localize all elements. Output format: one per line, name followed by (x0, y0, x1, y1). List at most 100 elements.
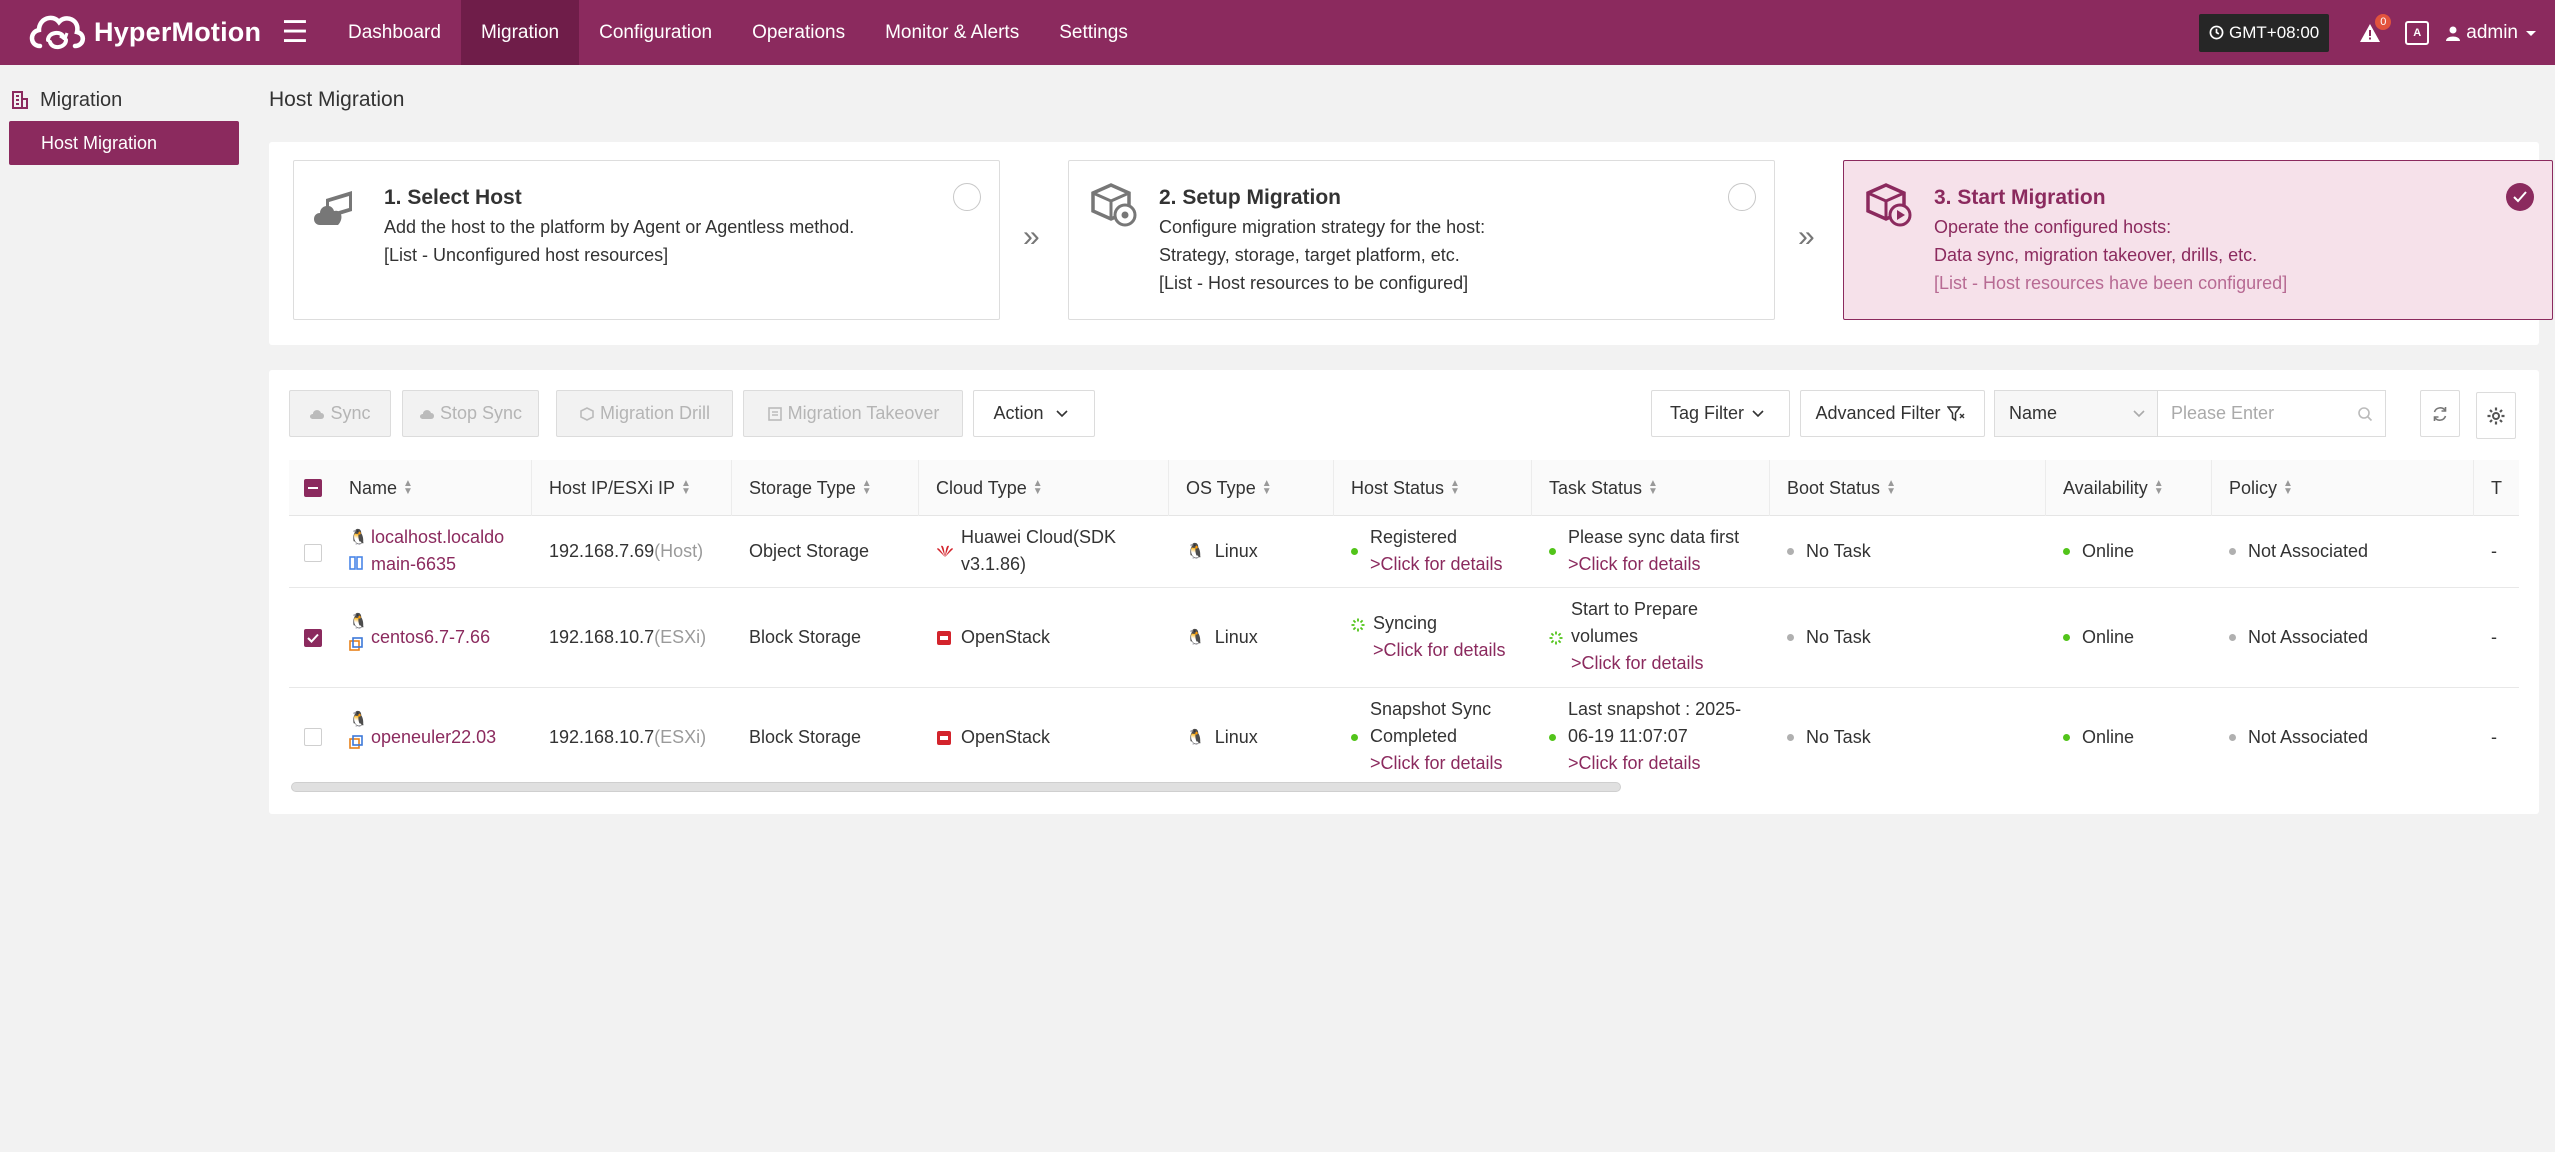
select-all-checkbox[interactable] (304, 479, 322, 497)
timezone-indicator[interactable]: GMT+08:00 (2199, 13, 2330, 52)
column-boot-status-label: Boot Status (1787, 477, 1881, 498)
search-field-select[interactable]: Name (1994, 390, 2158, 437)
boot-status-value: No Task (1806, 727, 1871, 747)
sidebar-group-migration[interactable]: Migration (0, 65, 250, 133)
table-row[interactable]: 🐧 centos6.7-7.66 192.168.10.7 (ESXi) Bloc… (289, 588, 2519, 688)
policy-value: Not Associated (2248, 727, 2369, 747)
column-divider (731, 460, 732, 516)
row-checkbox[interactable] (304, 544, 322, 562)
chevron-double-right-icon: » (1023, 220, 1040, 253)
column-header-os-type[interactable]: OS Type ▲ ▼ (1186, 460, 1272, 516)
brand[interactable]: HyperMotion (0, 0, 270, 65)
horizontal-scrollbar[interactable] (291, 782, 1621, 792)
step-3-list: [List - Host resources have been configu… (1934, 273, 2288, 293)
column-header-availability[interactable]: Availability ▲ ▼ (2063, 460, 2164, 516)
nav-operations[interactable]: Operations (752, 21, 846, 43)
language-icon[interactable]: A (2405, 20, 2430, 45)
sort-icon: ▲ ▼ (2153, 478, 2164, 497)
host-status-cell: Snapshot Sync Completed >Click for details (1351, 696, 1503, 777)
migration-takeover-button[interactable]: Migration Takeover (743, 390, 963, 437)
step-2-title: 2. Setup Migration (1159, 186, 1342, 209)
task-status-details-link[interactable]: >Click for details (1568, 753, 1701, 773)
column-header-policy[interactable]: Policy ▲ ▼ (2229, 460, 2293, 516)
host-ip-kind: (ESXi) (654, 727, 707, 747)
sidebar-item-host-migration[interactable]: Host Migration (9, 121, 239, 165)
step-3-desc: Operate the configured hosts: (1934, 217, 2172, 237)
host-name-cell[interactable]: 🐧 centos6.7-7.66 (349, 612, 490, 659)
refresh-button[interactable] (2420, 390, 2460, 437)
host-name-link-line2[interactable]: main-6635 (371, 554, 457, 574)
boot-status-cell: No Task (1787, 624, 1871, 651)
linux-icon: 🐧 (349, 613, 368, 630)
page-title: Host Migration (269, 88, 405, 111)
table-row[interactable]: 🐧 openeuler22.03 192.168.10.7 (ESXi) Bloc… (289, 688, 2519, 780)
start-box-icon (1866, 183, 1912, 227)
row-checkbox[interactable] (304, 728, 322, 746)
linux-icon: 🐧 (1186, 629, 1205, 646)
sort-icon: ▲ ▼ (403, 478, 413, 497)
column-header-host-ip[interactable]: Host IP/ESXi IP ▲ ▼ (549, 460, 691, 516)
chevron-double-right-icon: » (1798, 220, 1815, 253)
nav-dashboard[interactable]: Dashboard (348, 21, 441, 43)
status-dot (1787, 634, 1794, 641)
nav-settings[interactable]: Settings (1059, 21, 1128, 43)
table-row[interactable]: 🐧 localhost.localdo main-6635 192.168.7.6… (289, 516, 2519, 588)
host-name-cell[interactable]: 🐧 openeuler22.03 (349, 710, 496, 757)
menu-toggle-icon[interactable]: ☰ (281, 16, 309, 49)
host-ip-value: 192.168.10.7 (549, 727, 655, 747)
host-status-value: Snapshot Sync (1370, 699, 1492, 719)
nav-migration[interactable]: Migration (460, 0, 580, 65)
task-status-details-link[interactable]: >Click for details (1571, 653, 1704, 673)
alerts-button[interactable]: 0 (2355, 13, 2392, 48)
task-status-cell: Please sync data first >Click for details (1549, 524, 1739, 578)
nav-monitor-alerts[interactable]: Monitor & Alerts (885, 21, 1020, 43)
task-status-details-link[interactable]: >Click for details (1568, 554, 1701, 574)
task-status-value: Please sync data first (1568, 527, 1740, 547)
storage-type-cell: Block Storage (749, 727, 862, 747)
column-header-t[interactable]: T (2491, 460, 2502, 516)
step-3-radio[interactable] (2506, 183, 2534, 211)
step-select-host[interactable]: 1. Select Host Add the host to the platf… (293, 160, 1000, 320)
openstack-icon (937, 730, 951, 745)
step-start-migration[interactable]: 3. Start Migration Operate the configure… (1843, 160, 2553, 320)
search-input[interactable]: Please Enter (2158, 390, 2386, 437)
takeover-icon (767, 406, 782, 421)
step-1-radio[interactable] (953, 183, 981, 211)
action-dropdown[interactable]: Action (973, 390, 1095, 437)
host-name-link[interactable]: openeuler22.03 (371, 727, 497, 747)
advanced-filter-button[interactable]: Advanced Filter (1800, 390, 1985, 437)
sync-button[interactable]: Sync (289, 390, 391, 437)
host-name-link[interactable]: localhost.localdo (371, 527, 505, 547)
caret-down-icon (2526, 30, 2536, 36)
table-header: Name ▲ ▼ Host IP/ESXi IP ▲ ▼ Storage Type ▲ ▼ … (289, 460, 2519, 516)
nav-configuration[interactable]: Configuration (599, 21, 713, 43)
settings-button[interactable] (2476, 392, 2516, 439)
row-checkbox[interactable] (304, 629, 322, 647)
tag-filter-dropdown[interactable]: Tag Filter (1651, 390, 1790, 437)
column-header-name[interactable]: Name ▲ ▼ (349, 460, 413, 516)
os-type-value: Linux (1214, 541, 1258, 561)
host-name-link[interactable]: centos6.7-7.66 (371, 627, 491, 647)
sort-icon: ▲ ▼ (1648, 478, 1658, 497)
cloud-type-cell: OpenStack (936, 724, 1050, 751)
column-availability-label: Availability (2063, 477, 2148, 498)
column-header-boot-status[interactable]: Boot Status ▲ ▼ (1787, 460, 1896, 516)
column-header-cloud-type[interactable]: Cloud Type ▲ ▼ (936, 460, 1043, 516)
availability-cell: Online (2063, 624, 2134, 651)
migration-drill-button[interactable]: Migration Drill (556, 390, 733, 437)
host-status-details-link[interactable]: >Click for details (1373, 640, 1506, 660)
user-icon (2446, 26, 2461, 41)
column-header-storage-type[interactable]: Storage Type ▲ ▼ (749, 460, 872, 516)
host-name-cell[interactable]: 🐧 localhost.localdo main-6635 (349, 524, 504, 578)
column-header-host-status[interactable]: Host Status ▲ ▼ (1351, 460, 1460, 516)
availability-value: Online (2082, 727, 2135, 747)
sort-icon: ▲ ▼ (1032, 478, 1043, 497)
filter-icon (1946, 405, 1965, 421)
column-header-task-status[interactable]: Task Status ▲ ▼ (1549, 460, 1658, 516)
step-setup-migration[interactable]: 2. Setup Migration Configure migration s… (1068, 160, 1775, 320)
host-status-details-link[interactable]: >Click for details (1370, 753, 1503, 773)
host-status-details-link[interactable]: >Click for details (1370, 554, 1503, 574)
step-2-radio[interactable] (1728, 183, 1756, 211)
user-menu[interactable]: admin (2445, 22, 2545, 44)
stop-sync-button[interactable]: Stop Sync (402, 390, 539, 437)
